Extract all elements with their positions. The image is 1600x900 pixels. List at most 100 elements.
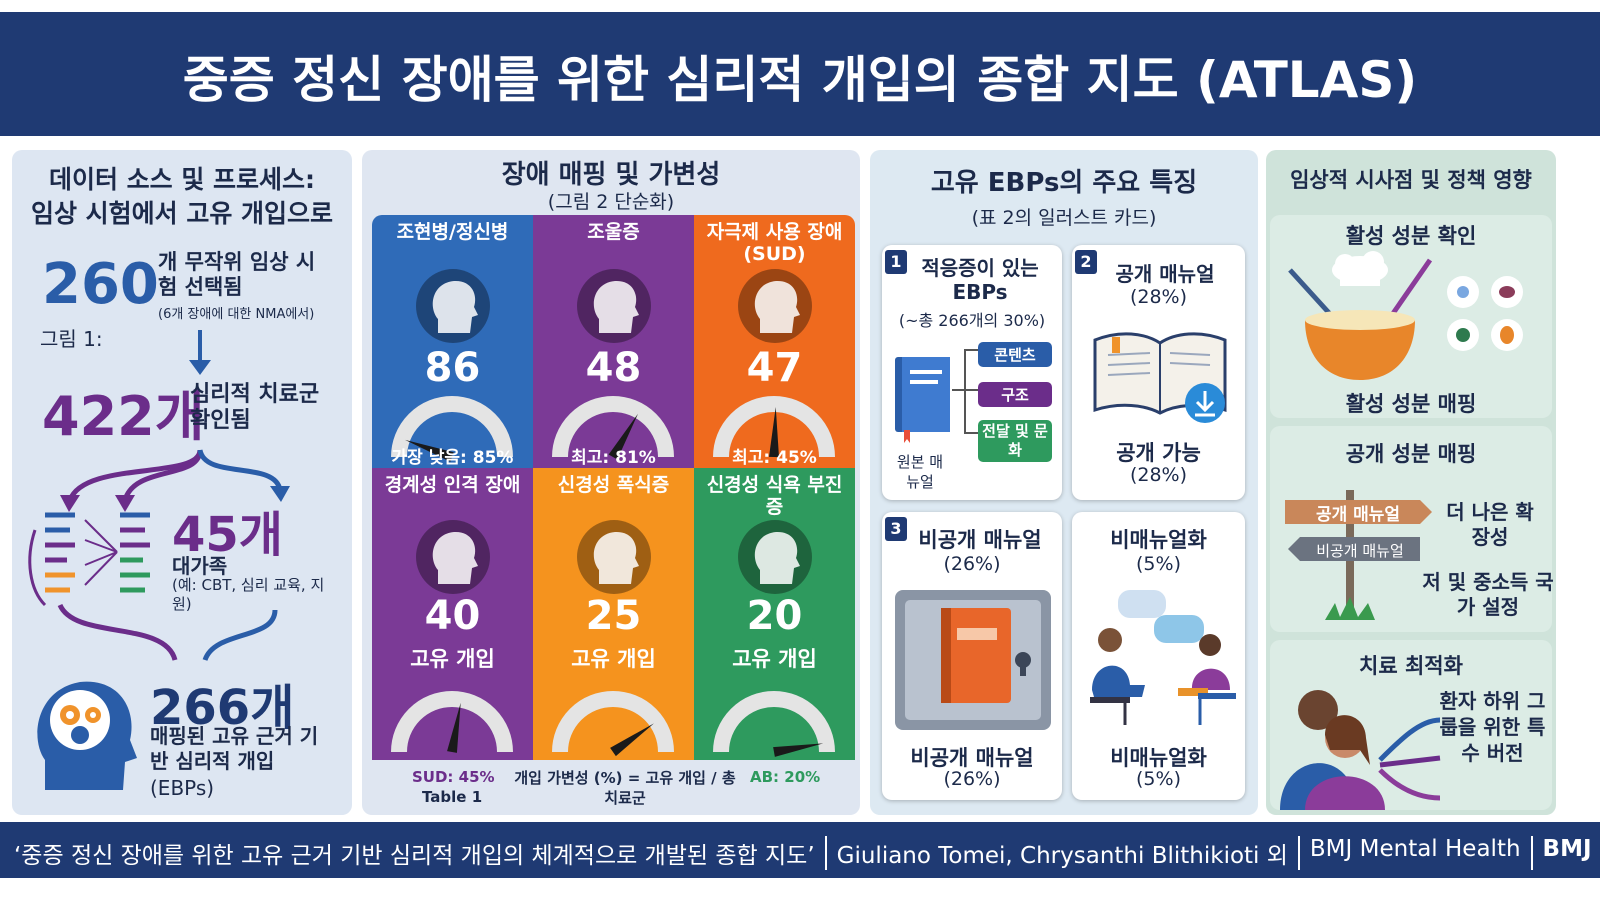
gauge <box>713 691 835 757</box>
card-note: (28%) <box>1129 286 1188 308</box>
disorder-name: 자극제 사용 장애 (SUD) <box>706 221 843 265</box>
gauge <box>552 691 674 757</box>
conversation-icon <box>1090 590 1236 725</box>
tree-diagram <box>28 449 290 662</box>
intervention-count: 40 <box>424 593 481 639</box>
disorder-cell: 신경성 식욕 부진증 20 고유 개입 <box>694 468 855 760</box>
card-caption-note: (28%) <box>1129 464 1188 486</box>
panel-title: 데이터 소스 및 프로세스: <box>48 165 316 194</box>
gauge-arc <box>391 691 513 753</box>
journal: BMJ Mental Health <box>1297 836 1521 870</box>
section-text: 환자 하위 그룹을 위한 특수 버전 <box>1439 689 1546 765</box>
sign: 비공개 매뉴얼 <box>1316 542 1404 560</box>
intervention-count: 86 <box>424 345 481 391</box>
section-title: 치료 최적화 <box>1359 654 1463 678</box>
icon-head <box>754 531 800 584</box>
disorder-name: 신경성 식욕 부진증 <box>706 474 843 518</box>
disorder-name: 조현병/정신병 <box>396 221 509 243</box>
panel-title: 장애 매핑 및 가변성 <box>501 160 721 190</box>
card-note: (5%) <box>1136 553 1181 575</box>
icon-head <box>432 531 478 584</box>
gauge-needle <box>773 743 824 757</box>
tag: 전달 및 문화 <box>978 420 1052 462</box>
card-title: 비공개 매뉴얼 <box>918 528 1042 552</box>
citation: ‘중증 정신 장애를 위한 고유 근거 기반 심리적 개입의 체계적으로 개발된… <box>14 843 815 869</box>
card-title: 적응증이 있는 EBPs <box>921 256 1039 304</box>
disorder-cell: 경계성 인격 장애 40 고유 개입 <box>372 468 533 760</box>
disorder-name: 경계성 인격 장애 <box>384 474 521 496</box>
card-caption: 비공개 매뉴얼 <box>910 746 1034 770</box>
step-number: 266개 <box>150 680 295 736</box>
footer-text: ‘중증 정신 장애를 위한 고유 근거 기반 심리적 개입의 체계적으로 개발된… <box>14 836 1592 870</box>
step-label: 매핑된 고유 근거 기반 심리적 개입 <box>150 724 319 773</box>
cell-caption: 고유 개입 <box>732 647 817 671</box>
disorder-name: 신경성 폭식증 <box>557 474 670 496</box>
panel-title: 임상적 시사점 및 정책 영향 <box>1290 168 1532 192</box>
panel-subtitle: (표 2의 일러스트 카드) <box>971 207 1157 229</box>
badge: 1 <box>885 250 907 274</box>
badge: 3 <box>885 517 907 541</box>
disorder-cell: 조현병/정신병 86 가장 낮음: 85% <box>372 215 533 468</box>
disorder-icon <box>416 269 490 343</box>
step-label: 개 무작위 임상 시험 선택됨 <box>158 250 316 299</box>
section-title: 활성 성분 확인 <box>1345 224 1477 248</box>
step-label: 심리적 치료군 확인됨 <box>190 382 320 433</box>
disorder-name: 조울증 <box>587 221 640 243</box>
step-note: (EBPs) <box>150 776 215 800</box>
mixing-icon <box>1288 251 1523 380</box>
disorder-icon <box>577 520 651 594</box>
card-title: 공개 매뉴얼 <box>1115 262 1215 286</box>
authors: Giuliano Tomei, Chrysanthi Blithikioti 외 <box>824 836 1288 870</box>
footer <box>0 822 1600 878</box>
card <box>1072 512 1245 800</box>
disorder-cell: 자극제 사용 장애 (SUD) 47 최고: 45% <box>694 215 855 468</box>
title: 중증 정신 장애를 위한 심리적 개입의 종합 지도 (ATLAS) <box>182 51 1418 109</box>
logo: BMJ <box>1530 836 1592 870</box>
section <box>1270 426 1552 632</box>
manual-diagram <box>895 349 978 443</box>
disorder-icon <box>738 269 812 343</box>
gauge-needle <box>608 413 638 460</box>
disorder-icon <box>577 269 651 343</box>
badge: 2 <box>1075 250 1097 274</box>
note: 개입 가변성 (%) = 고유 개입 / 총 치료군 <box>514 769 736 807</box>
step-note: (6개 장애에 대한 NMA에서) <box>158 307 315 322</box>
header <box>0 12 1600 136</box>
card-caption: 공개 가능 <box>1116 441 1201 465</box>
gauge-needle <box>405 439 454 462</box>
section-text: 더 나은 확장성 <box>1446 500 1534 549</box>
card-note: (26%) <box>943 553 1001 575</box>
gauge-arc <box>552 691 674 753</box>
gauge <box>552 396 674 460</box>
intervention-count: 25 <box>585 593 642 639</box>
section-caption: 활성 성분 매핑 <box>1345 392 1477 416</box>
disorder-icon <box>738 520 812 594</box>
figure-label: 그림 1: <box>40 327 103 351</box>
section-text: 저 및 중소득 국가 설정 <box>1422 570 1554 619</box>
panel-title: 고유 EBPs의 주요 특징 <box>930 168 1198 198</box>
tag: 콘텐츠 <box>978 342 1052 367</box>
cell-caption: 고유 개입 <box>571 647 656 671</box>
disorder-icon <box>416 520 490 594</box>
note: Table 1 <box>422 788 483 806</box>
cell-caption: 최고: 45% <box>732 448 817 468</box>
safe-icon <box>895 590 1051 730</box>
gauge <box>391 691 513 753</box>
step-number: 45개 <box>172 507 283 563</box>
tag: 구조 <box>978 382 1052 407</box>
icon-head <box>593 280 639 333</box>
card-caption-note: (5%) <box>1136 768 1181 790</box>
arrow <box>189 330 211 375</box>
gauge-needle <box>610 723 654 757</box>
icon-head <box>593 531 639 584</box>
panel-subtitle: (그림 2 단순화) <box>547 191 675 213</box>
icon-head <box>432 280 478 333</box>
step-label: 대가족 <box>172 554 228 578</box>
gauge <box>391 396 513 462</box>
step-number: 422개 <box>42 385 205 448</box>
card-title: 비매뉴얼화 <box>1110 528 1207 552</box>
card-note: (~총 266개의 30%) <box>898 311 1046 330</box>
intervention-count: 47 <box>746 345 803 391</box>
cell-caption: 가장 낮음: 85% <box>391 448 514 468</box>
